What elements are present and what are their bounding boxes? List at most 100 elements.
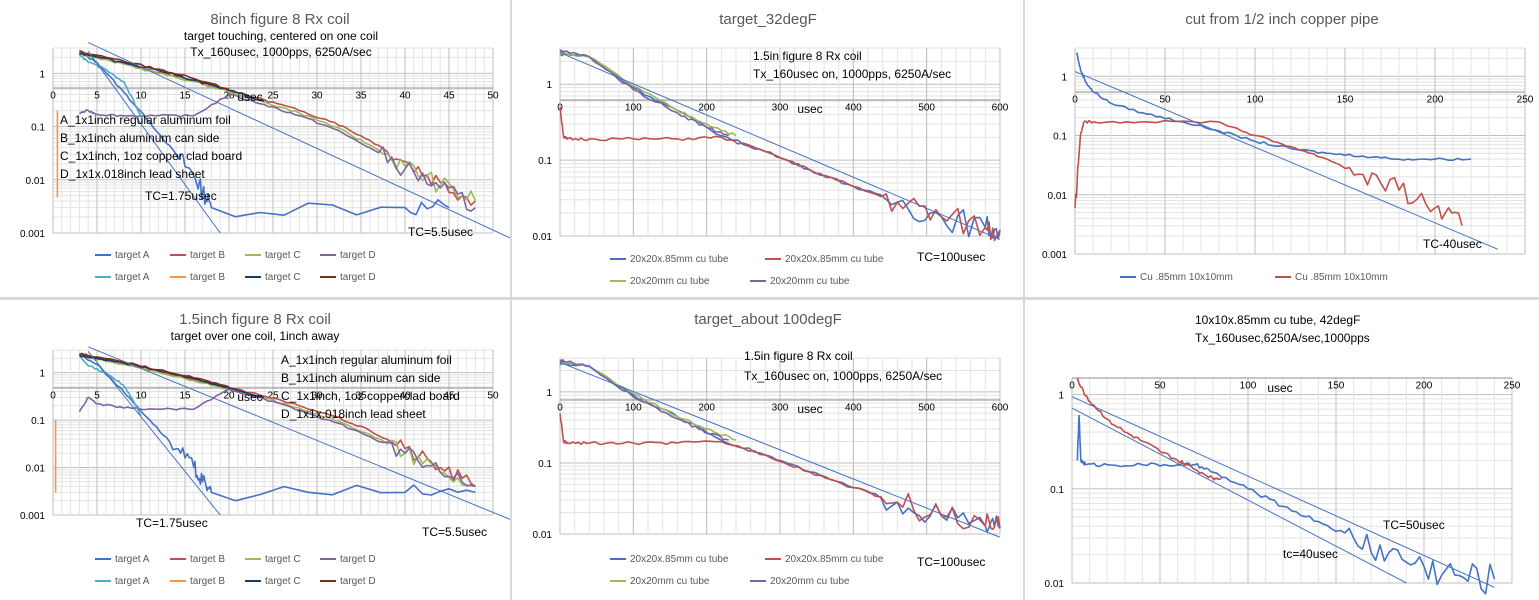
legend-entry: target D: [340, 576, 376, 587]
y-tick-label: 1: [546, 388, 552, 399]
x-tick-label: 150: [1328, 380, 1345, 391]
x-tick-label: 50: [1154, 380, 1166, 391]
chart-annotation: C_1x1inch, 1oz copper clad board: [60, 149, 242, 163]
legend-entry: target A: [115, 250, 150, 261]
legend-entry: target D: [340, 554, 376, 565]
x-tick-label: 0: [50, 90, 56, 101]
chart-annotation: TC=1.75usec: [136, 516, 208, 530]
x-axis-unit-label: usec: [237, 90, 262, 104]
y-tick-label: 1: [1061, 72, 1067, 83]
x-tick-label: 20: [223, 390, 235, 401]
series-line-8: [79, 50, 230, 91]
x-tick-label: 200: [1416, 380, 1433, 391]
chart-annotation: target touching, centered on one coil: [184, 29, 378, 43]
legend-entry: Cu .85mm 10x10mm: [1140, 272, 1233, 283]
gridlines: [559, 357, 1001, 535]
x-tick-label: 30: [311, 90, 323, 101]
chart-panel-1: 0 5 10 15 20 25 30 35 40 45 50 1 0.1 0.01 0.001 8inch f…: [0, 0, 510, 297]
chart-svg: 0 50 100 150 200 250 1 0.1 0.01 0.001 cut from 1/2…: [1042, 11, 1534, 283]
chart-panel-2: 0 100 200 300 400 500 600 1 0.1 0.01 target_32degF…: [512, 0, 1023, 297]
x-tick-label: 300: [772, 102, 789, 113]
chart-annotation: tc=40usec: [1283, 547, 1338, 561]
chart-panel-6: 0 50 100 150 200 250 1 0.1 0.01 usec 10x10x.85mm c…: [1025, 300, 1539, 600]
legend: target A target B target C target D target A…: [95, 250, 376, 283]
x-axis-unit-label: usec: [237, 390, 262, 404]
legend-entry: target A: [115, 576, 150, 587]
x-tick-label: 35: [355, 90, 367, 101]
legend-entry: target D: [340, 250, 376, 261]
chart-svg: 0 50 100 150 200 250 1 0.1 0.01 usec 10x10x.85mm c…: [1045, 313, 1521, 595]
x-axis-unit-label: usec: [797, 402, 822, 416]
series-line-5: [78, 53, 142, 118]
x-tick-label: 30: [311, 390, 323, 401]
y-tick-label: 0.1: [31, 416, 45, 427]
x-tick-label: 45: [443, 390, 455, 401]
y-tick-label: 0.01: [533, 232, 553, 243]
fit-line-1: [87, 351, 221, 516]
chart-annotation: D_1x1x.018inch lead sheet: [60, 167, 205, 181]
chart-title: 1.5inch figure 8 Rx coil: [179, 311, 331, 328]
chart-annotation: A_1x1inch regular aluminum foil: [281, 353, 452, 367]
legend: Cu .85mm 10x10mm Cu .85mm 10x10mm: [1120, 272, 1388, 283]
legend-entry: target B: [190, 554, 225, 565]
x-tick-label: 0: [50, 390, 56, 401]
series-line-1: [79, 51, 450, 218]
x-tick-label: 25: [267, 90, 279, 101]
series-line-3: [559, 361, 737, 441]
legend-entry: target B: [190, 576, 225, 587]
legend-entry: target B: [190, 272, 225, 283]
chart-annotation: D_1x1x.018inch lead sheet: [281, 407, 426, 421]
x-tick-label: 0: [1069, 380, 1075, 391]
y-tick-label: 1: [546, 80, 552, 91]
chart-annotation: target over one coil, 1inch away: [171, 329, 340, 343]
chart-svg: 0 5 10 15 20 25 30 35 40 45 50 1 0.1 0.01 0.001 8inch f…: [20, 11, 510, 283]
chart-annotation: 1.5in figure 8 Rx coil: [753, 49, 862, 63]
legend-entry: 20x20mm cu tube: [770, 576, 850, 587]
chart-annotation: Tx_160usec on, 1000pps, 6250A/sec: [744, 369, 942, 383]
x-tick-label: 25: [267, 390, 279, 401]
series-line-4: [78, 388, 476, 488]
legend-entry: 20x20x.85mm cu tube: [785, 254, 884, 265]
x-tick-label: 15: [179, 390, 191, 401]
legend-entry: target B: [190, 250, 225, 261]
x-tick-label: 400: [845, 402, 862, 413]
gridlines: [1071, 377, 1513, 584]
series-line-2: [1076, 377, 1223, 481]
legend-entry: 20x20x.85mm cu tube: [630, 554, 729, 565]
y-tick-label: 0.01: [26, 176, 46, 187]
series-line-2: [559, 106, 1001, 242]
fit-line-2: [87, 42, 510, 239]
x-tick-label: 35: [355, 390, 367, 401]
y-tick-label: 0.01: [26, 464, 46, 475]
y-tick-label: 0.1: [31, 123, 45, 134]
x-tick-label: 150: [1337, 94, 1354, 105]
y-tick-label: 0.1: [1050, 485, 1064, 496]
fit-line-1: [559, 52, 1001, 240]
gridlines: [1074, 47, 1526, 255]
x-tick-label: 100: [625, 102, 642, 113]
x-tick-label: 600: [992, 402, 1009, 413]
series-line-4: [559, 49, 729, 137]
chart-annotation: Tx_160usec,6250A/sec,1000pps: [1195, 331, 1370, 345]
chart-annotation: Tx_160usec, 1000pps, 6250A/sec: [190, 45, 371, 59]
fit-line-2: [1071, 407, 1407, 584]
x-tick-label: 250: [1517, 94, 1534, 105]
legend-entry: target C: [265, 272, 301, 283]
chart-annotation: TC=5.5usec: [422, 525, 487, 539]
fit-line-1: [1071, 396, 1495, 588]
series-line-1: [78, 353, 476, 502]
series-line-2: [1074, 119, 1463, 226]
chart-annotation: B_1x1inch aluminum can side: [281, 371, 441, 385]
chart-panel-3: 0 50 100 150 200 250 1 0.1 0.01 0.001 cut from 1/2…: [1025, 0, 1539, 297]
gridlines: [52, 349, 494, 516]
x-tick-label: 0: [1072, 94, 1078, 105]
y-tick-label: 1: [39, 369, 45, 380]
x-tick-label: 45: [443, 90, 455, 101]
legend-entry: target D: [340, 272, 376, 283]
legend: target A target B target C target D target A…: [95, 554, 376, 587]
x-tick-label: 5: [94, 90, 100, 101]
chart-title: 8inch figure 8 Rx coil: [210, 11, 349, 28]
legend-entry: 20x20x.85mm cu tube: [630, 254, 729, 265]
x-tick-label: 50: [487, 390, 499, 401]
x-tick-label: 5: [94, 390, 100, 401]
